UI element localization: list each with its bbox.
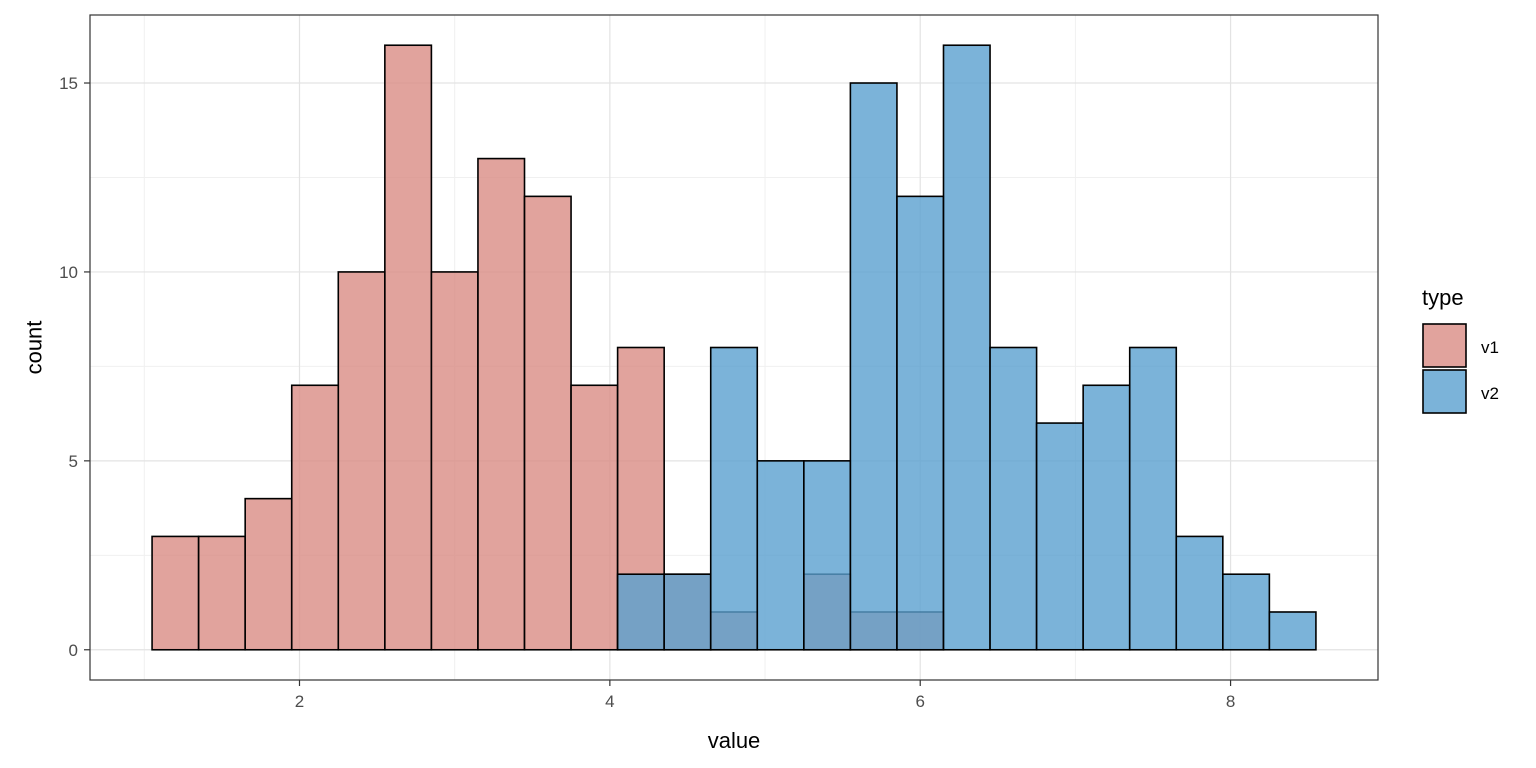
legend-label-v2: v2	[1481, 384, 1499, 403]
histogram-bar-v1	[477, 157, 526, 651]
x-tick-label: 2	[295, 692, 304, 711]
histogram-bar-v1	[290, 384, 340, 651]
y-tick-label: 0	[69, 641, 78, 660]
histogram-bar-v1	[197, 535, 246, 651]
x-tick-label: 4	[605, 692, 614, 711]
histogram-bar-v1	[384, 44, 433, 651]
y-axis-ticks: 0 5 10 15	[59, 74, 90, 660]
histogram-bar-v2	[1035, 422, 1084, 651]
histogram-bar-v1	[151, 535, 200, 651]
x-tick-label: 8	[1226, 692, 1235, 711]
x-tick-label: 6	[915, 692, 924, 711]
y-tick-label: 10	[59, 263, 78, 282]
histogram-bar-v1	[523, 195, 572, 651]
legend: type v1 v2	[1422, 285, 1499, 414]
panel-border	[89, 14, 1379, 681]
histogram-bar-v2	[896, 195, 945, 651]
legend-key-v2	[1422, 369, 1467, 414]
histogram-bar-v2	[1175, 535, 1224, 651]
histogram-bar-v1	[570, 384, 619, 651]
histogram-bar-v2	[616, 573, 665, 651]
histogram-bar-v2	[1082, 384, 1131, 651]
y-tick-label: 5	[69, 452, 78, 471]
histogram-bar-v2	[663, 573, 712, 651]
x-axis-ticks: 2 4 6 8	[295, 680, 1235, 711]
histogram-bar-v2	[1268, 611, 1317, 651]
legend-title: type	[1422, 285, 1464, 310]
histogram-bar-v1	[244, 497, 293, 651]
histogram-bars	[151, 44, 1317, 651]
histogram-bar-v2	[803, 460, 852, 651]
histogram-bar-v2	[1222, 573, 1271, 651]
histogram-bar-v2	[942, 44, 991, 651]
y-tick-label: 15	[59, 74, 78, 93]
histogram-bar-v1	[430, 271, 479, 651]
histogram-bar-v2	[989, 346, 1038, 651]
histogram-bar-v2	[849, 82, 898, 651]
histogram-bar-v1	[337, 271, 386, 651]
legend-key-v1	[1422, 323, 1467, 368]
legend-label-v1: v1	[1481, 338, 1499, 357]
y-axis-title: count	[22, 321, 47, 375]
histogram-bar-v2	[756, 460, 805, 651]
histogram-bar-v2	[1128, 346, 1178, 651]
x-axis-title: value	[708, 728, 761, 753]
histogram-bar-v2	[709, 346, 759, 651]
